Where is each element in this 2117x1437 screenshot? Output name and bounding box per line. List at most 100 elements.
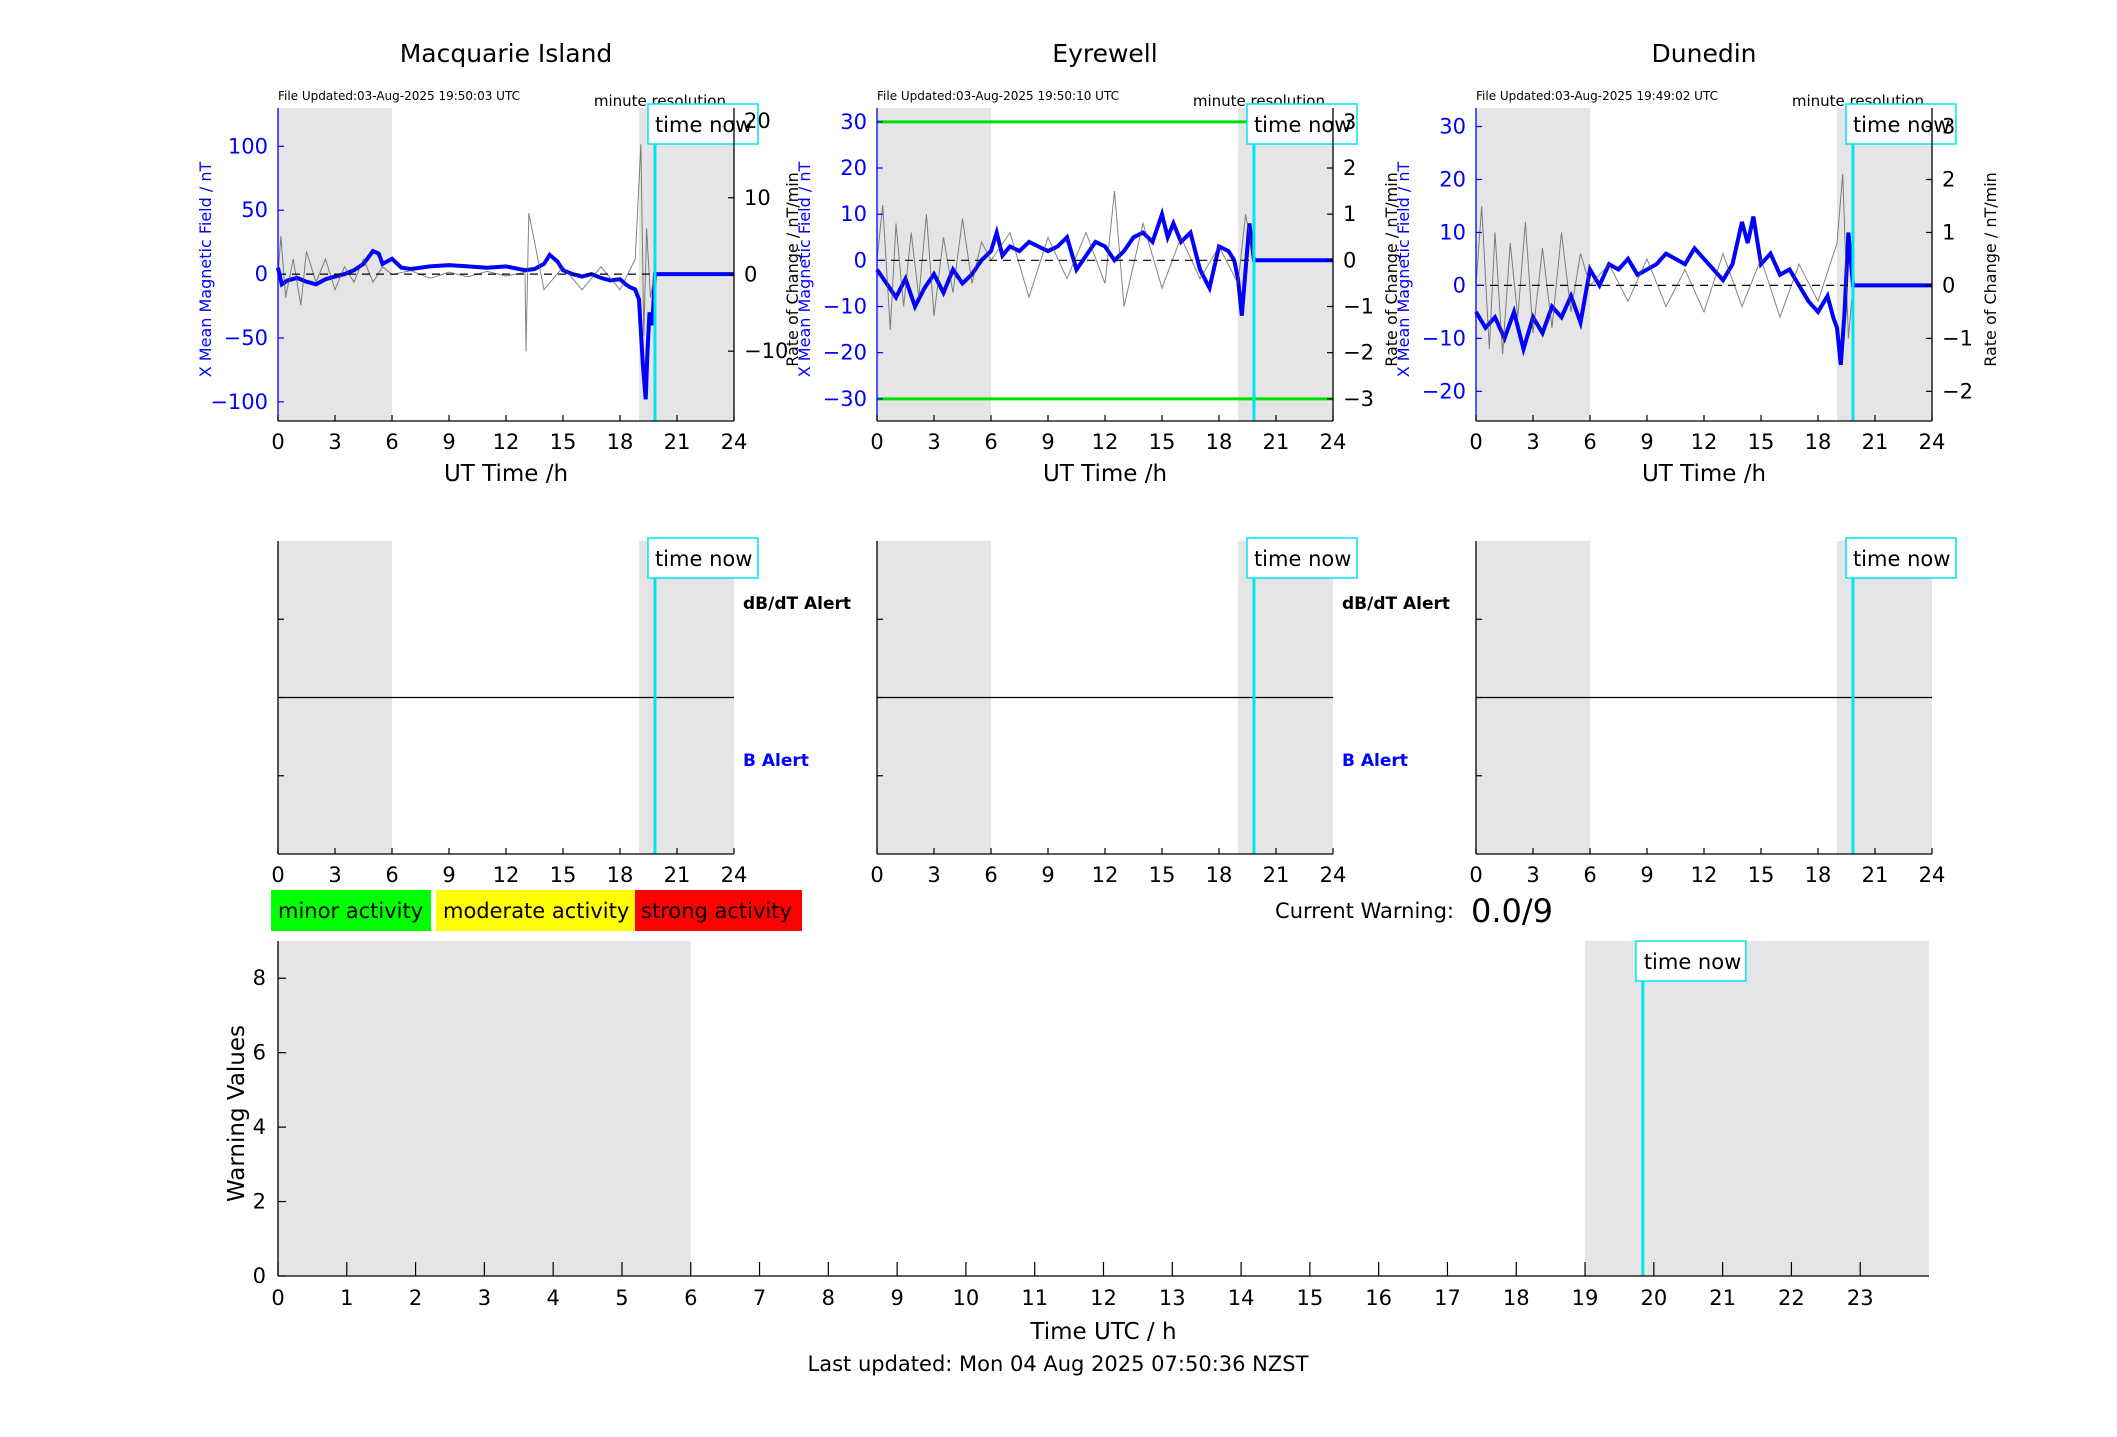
x-tick-label: 9 bbox=[1041, 430, 1054, 454]
x-tick-label: 3 bbox=[328, 430, 341, 454]
x-axis-title: UT Time /h bbox=[1642, 461, 1766, 487]
x-tick-label: 21 bbox=[1263, 430, 1290, 454]
time-now-label: time now bbox=[655, 113, 752, 137]
y-axis-title: X Mean Magnetic Field / nT bbox=[795, 162, 814, 378]
night-shading bbox=[278, 108, 392, 421]
night-shading bbox=[639, 108, 734, 421]
x-tick-label: 14 bbox=[1228, 1286, 1255, 1310]
x-tick-label: 21 bbox=[1862, 863, 1889, 887]
time-now-label: time now bbox=[655, 547, 752, 571]
right-y-tick-label: 0 bbox=[1942, 273, 1955, 297]
right-y-tick-label: −2 bbox=[1942, 379, 1973, 403]
y-tick-label: 8 bbox=[253, 966, 266, 990]
right-y-tick-label: 0 bbox=[1343, 248, 1356, 272]
x-tick-label: 9 bbox=[890, 1286, 903, 1310]
b-alert-label: B Alert bbox=[1342, 751, 1408, 771]
right-y-tick-label: 3 bbox=[1343, 110, 1356, 134]
field-series-line bbox=[276, 248, 734, 400]
time-now-label: time now bbox=[1254, 113, 1351, 137]
legend-label-minor: minor activity bbox=[278, 899, 423, 923]
y-tick-label: 0 bbox=[255, 262, 268, 286]
x-tick-label: 6 bbox=[1583, 430, 1596, 454]
legend-swatch-strong bbox=[635, 890, 802, 931]
time-now-box bbox=[1246, 537, 1358, 579]
x-tick-label: 15 bbox=[1748, 430, 1775, 454]
x-tick-label: 6 bbox=[684, 1286, 697, 1310]
x-tick-label: 3 bbox=[328, 863, 341, 887]
current-warning: Current Warning: 0.0/9 bbox=[1275, 892, 1553, 930]
x-tick-label: 18 bbox=[607, 430, 634, 454]
x-tick-label: 0 bbox=[870, 863, 883, 887]
field-series-line bbox=[1474, 216, 1932, 366]
y-tick-label: −10 bbox=[1422, 326, 1466, 350]
y-tick-label: 4 bbox=[253, 1115, 266, 1139]
current-warning-value: 0.0/9 bbox=[1471, 892, 1553, 930]
field-series-line bbox=[875, 207, 1333, 316]
y-axis-title: Warning Values bbox=[224, 1025, 250, 1202]
legend-swatch-minor bbox=[271, 890, 431, 931]
y-tick-label: 20 bbox=[1439, 167, 1466, 191]
x-tick-label: 12 bbox=[1092, 430, 1119, 454]
x-tick-label: 9 bbox=[1640, 430, 1653, 454]
night-shading bbox=[1476, 108, 1590, 421]
station-chart: Dunedin File Updated:03-Aug-2025 19:49:02… bbox=[1394, 39, 2000, 487]
x-tick-label: 9 bbox=[442, 430, 455, 454]
y-tick-label: 30 bbox=[1439, 115, 1466, 139]
right-y-tick-label: −1 bbox=[1942, 326, 1973, 350]
time-now-box bbox=[1845, 537, 1957, 579]
x-tick-label: 0 bbox=[1469, 430, 1482, 454]
x-tick-label: 0 bbox=[271, 430, 284, 454]
x-tick-label: 21 bbox=[1709, 1286, 1736, 1310]
x-tick-label: 3 bbox=[1526, 430, 1539, 454]
right-y-tick-label: −10 bbox=[744, 339, 788, 363]
y-tick-label: −30 bbox=[823, 387, 867, 411]
time-now-box bbox=[647, 537, 759, 579]
legend-label-moderate: moderate activity bbox=[443, 899, 629, 923]
x-tick-label: 24 bbox=[1919, 863, 1946, 887]
x-tick-label: 24 bbox=[721, 863, 748, 887]
right-y-tick-label: −3 bbox=[1343, 387, 1374, 411]
right-y-tick-label: 2 bbox=[1942, 167, 1955, 191]
x-tick-label: 5 bbox=[615, 1286, 628, 1310]
x-tick-label: 15 bbox=[1748, 863, 1775, 887]
x-tick-label: 0 bbox=[271, 1286, 284, 1310]
x-tick-label: 8 bbox=[822, 1286, 835, 1310]
right-y-tick-label: 0 bbox=[744, 262, 757, 286]
y-tick-label: 10 bbox=[840, 202, 867, 226]
station-chart: Macquarie Island File Updated:03-Aug-2025… bbox=[196, 39, 802, 487]
x-tick-label: 6 bbox=[385, 863, 398, 887]
rate-of-change-series-line bbox=[1475, 174, 1854, 355]
x-tick-label: 12 bbox=[1090, 1286, 1117, 1310]
x-tick-label: 3 bbox=[927, 430, 940, 454]
b-alert-label: B Alert bbox=[743, 751, 809, 771]
x-tick-label: 12 bbox=[1691, 863, 1718, 887]
chart-title: Macquarie Island bbox=[400, 39, 613, 68]
x-axis-title: UT Time /h bbox=[1043, 461, 1167, 487]
x-tick-label: 9 bbox=[442, 863, 455, 887]
time-now-box bbox=[647, 103, 759, 145]
x-tick-label: 12 bbox=[1092, 863, 1119, 887]
x-tick-label: 6 bbox=[1583, 863, 1596, 887]
chart-title: Dunedin bbox=[1652, 39, 1757, 68]
alert-chart: time now 0 3 6 9 12 15 18 21 24 dB/dT Alert B Alert bbox=[271, 537, 851, 887]
time-now-label: time now bbox=[1853, 113, 1950, 137]
x-tick-label: 18 bbox=[1805, 863, 1832, 887]
time-now-box bbox=[1635, 940, 1747, 982]
x-tick-label: 12 bbox=[493, 430, 520, 454]
file-updated-text: File Updated:03-Aug-2025 19:49:02 UTC bbox=[1476, 89, 1718, 103]
x-tick-label: 21 bbox=[1263, 863, 1290, 887]
right-y-axis-title: Rate of Change / nT/min bbox=[1382, 172, 1401, 367]
x-tick-label: 18 bbox=[1206, 863, 1233, 887]
right-y-tick-label: −1 bbox=[1343, 295, 1374, 319]
right-y-tick-label: 2 bbox=[1343, 156, 1356, 180]
x-tick-label: 18 bbox=[1805, 430, 1832, 454]
station-field-charts: Macquarie Island File Updated:03-Aug-2025… bbox=[196, 39, 2000, 487]
x-tick-label: 18 bbox=[1206, 430, 1233, 454]
legend-swatch-moderate bbox=[436, 890, 635, 931]
x-tick-label: 15 bbox=[550, 863, 577, 887]
y-tick-label: −20 bbox=[823, 341, 867, 365]
x-tick-label: 15 bbox=[1149, 863, 1176, 887]
x-tick-label: 21 bbox=[664, 863, 691, 887]
x-tick-label: 0 bbox=[870, 430, 883, 454]
